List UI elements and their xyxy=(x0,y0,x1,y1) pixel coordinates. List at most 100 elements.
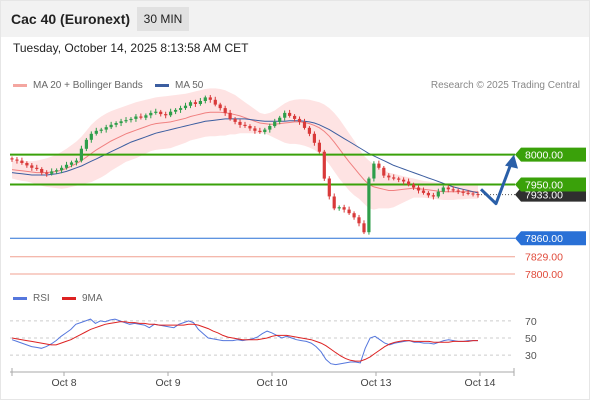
candle-body xyxy=(35,167,39,169)
candle-body xyxy=(421,190,426,193)
candle-body xyxy=(451,189,455,191)
candle-body xyxy=(446,187,450,190)
level-label-7800: 7800.00 xyxy=(525,269,563,281)
candle-body xyxy=(213,99,217,105)
rsi-ma-swatch xyxy=(62,296,76,300)
candle-body xyxy=(79,148,83,161)
candle-body xyxy=(337,207,341,209)
candle-body xyxy=(342,207,346,210)
candle-body xyxy=(74,160,78,163)
candle-body xyxy=(431,195,435,197)
candle-body xyxy=(253,128,257,131)
ma50-label: MA 50 xyxy=(175,80,204,91)
candle-body xyxy=(164,114,168,116)
candle-body xyxy=(208,97,212,100)
candle-body xyxy=(124,120,128,122)
candle-body xyxy=(45,172,49,174)
candle-body xyxy=(159,111,163,115)
research-credit: Research © 2025 Trading Central xyxy=(430,80,580,91)
candle-body xyxy=(327,178,331,197)
candle-body xyxy=(317,142,321,152)
rsi-tick-label: 30 xyxy=(525,350,537,362)
candle-body xyxy=(30,165,34,168)
candle-body xyxy=(332,196,336,209)
candle-body xyxy=(367,178,371,233)
candle-body xyxy=(183,105,188,109)
candle-body xyxy=(134,116,138,119)
ma50-swatch xyxy=(155,83,169,87)
candle-body xyxy=(84,139,88,149)
level-label-7860: 7860.00 xyxy=(525,233,563,245)
candle-body xyxy=(268,126,272,130)
header-bar xyxy=(0,0,590,37)
legend-ma20: MA 20 + Bollinger Bands xyxy=(13,80,143,91)
candle-body xyxy=(129,118,133,121)
rsi-label: RSI xyxy=(33,293,50,304)
level-tag-7860 xyxy=(515,231,586,246)
candle-body xyxy=(387,175,391,178)
candle-body xyxy=(223,108,227,113)
candle-body xyxy=(283,112,287,118)
x-axis-tick-label: Oct 13 xyxy=(361,377,392,389)
candle-body xyxy=(402,179,406,182)
candle-body xyxy=(377,163,381,168)
candle-body xyxy=(89,133,93,140)
candle-body xyxy=(233,118,237,122)
rsi-swatch xyxy=(13,296,27,300)
rsi-ma-label: 9MA xyxy=(82,293,103,304)
candle-body xyxy=(426,192,430,196)
candle-body xyxy=(50,171,54,174)
candle-body xyxy=(64,164,69,168)
candle-body xyxy=(258,130,262,132)
candles-group xyxy=(10,95,480,235)
candle-body xyxy=(179,108,183,110)
candle-body xyxy=(25,163,29,166)
candle-body xyxy=(40,169,44,173)
candle-body xyxy=(55,170,59,172)
level-tag-7950 xyxy=(515,177,586,192)
candle-body xyxy=(407,181,411,185)
candle-body xyxy=(243,124,247,126)
candle-body xyxy=(119,121,123,124)
candle-body xyxy=(228,112,232,119)
report-datetime: Tuesday, October 14, 2025 8:13:58 AM CET xyxy=(13,41,249,55)
candle-body xyxy=(441,187,445,192)
candle-body xyxy=(476,194,480,196)
ma20-label: MA 20 + Bollinger Bands xyxy=(33,80,143,91)
candle-body xyxy=(203,97,207,101)
candle-body xyxy=(288,112,292,116)
candle-body xyxy=(99,129,103,131)
legend-ma50: MA 50 xyxy=(155,80,203,91)
candle-body xyxy=(263,129,267,132)
ma50-line xyxy=(11,118,479,194)
candle-body xyxy=(397,178,401,180)
candle-body xyxy=(362,223,366,233)
candle-body xyxy=(114,123,118,125)
candle-body xyxy=(69,162,74,165)
candle-body xyxy=(139,116,143,118)
candle-body xyxy=(436,191,440,197)
candle-body xyxy=(104,127,108,130)
candle-body xyxy=(94,130,98,134)
candle-body xyxy=(20,160,24,163)
candle-body xyxy=(392,177,396,179)
candle-body xyxy=(297,118,302,122)
ma20-swatch xyxy=(13,83,27,87)
candle-body xyxy=(372,163,376,179)
instrument-title: Cac 40 (Euronext) xyxy=(11,11,131,27)
candle-body xyxy=(416,187,421,191)
candle-body xyxy=(307,127,311,134)
timeframe-badge[interactable]: 30 MIN xyxy=(137,7,189,31)
candle-body xyxy=(154,111,158,113)
candle-body xyxy=(382,167,386,176)
rsi-ma-line xyxy=(11,321,478,362)
candle-body xyxy=(357,217,361,224)
candle-body xyxy=(188,102,193,106)
candle-body xyxy=(60,167,64,171)
candle-body xyxy=(322,151,326,179)
level-label-8000: 8000.00 xyxy=(525,150,563,162)
rsi-line xyxy=(11,318,478,366)
candle-body xyxy=(293,115,297,119)
rsi-tick-label: 70 xyxy=(525,316,537,328)
